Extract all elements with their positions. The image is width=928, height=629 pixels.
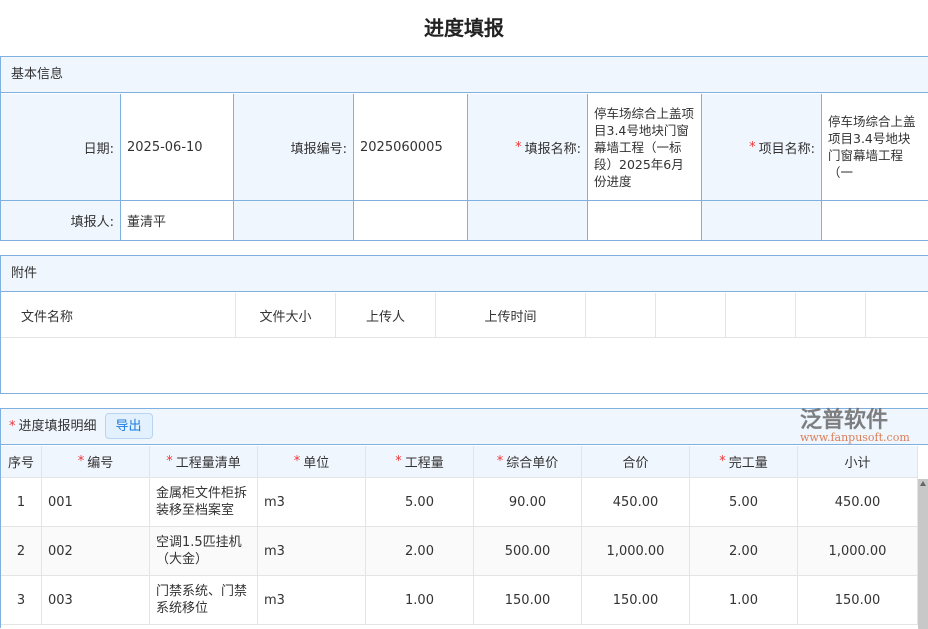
col-empty [726, 293, 796, 338]
cell-total[interactable]: 450.00 [582, 478, 690, 527]
col-header-text: 工程量清单 [175, 456, 241, 471]
project-label-text: 项目名称: [758, 141, 815, 157]
cell-subtotal[interactable]: 150.00 [798, 576, 918, 625]
code-label: 填报编号: [234, 94, 354, 201]
cell-subtotal[interactable]: 450.00 [798, 478, 918, 527]
cell-seq[interactable]: 3 [1, 576, 42, 625]
basic-info-header: 基本信息 [1, 57, 928, 93]
col-empty [656, 293, 726, 338]
name-label: * 填报名称: [468, 94, 588, 201]
col-header-text: 完工量 [728, 456, 768, 471]
col-header-text: 综合单价 [506, 456, 559, 471]
required-mark: * [166, 454, 173, 469]
empty-cell [588, 201, 702, 241]
date-field[interactable]: 2025-06-10 [121, 94, 234, 201]
required-mark: * [496, 454, 504, 469]
detail-section: * 进度填报明细 导出 序号 * 编号 * 工程量清单 * 单位 * 工程量 * 综合单价 合价 * 完工量小… [0, 408, 928, 629]
cell-total[interactable]: 1,000.00 [582, 527, 690, 576]
col-empty [796, 293, 866, 338]
reporter-field[interactable]: 董清平 [121, 201, 234, 241]
export-button[interactable]: 导出 [104, 413, 153, 439]
col-header-subtotal: 小计 [798, 446, 918, 478]
attachment-section: 附件 文件名称 文件大小 上传人 上传时间 [0, 255, 928, 394]
empty-cell [354, 201, 468, 241]
watermark-logo: 泛普软件 www.fanpusoft.com [800, 409, 910, 444]
empty-cell [702, 201, 822, 241]
col-header-code: * 编号 [42, 446, 150, 478]
page-title: 进度填报 [424, 16, 504, 40]
col-header-unit: * 单位 [258, 446, 366, 478]
col-file-size: 文件大小 [236, 293, 336, 338]
col-header-text: 合价 [622, 456, 649, 471]
cell-code[interactable]: 003 [42, 576, 150, 625]
cell-unit[interactable]: m3 [258, 576, 366, 625]
col-uploader: 上传人 [336, 293, 436, 338]
col-header-text: 编号 [87, 456, 114, 471]
col-header-text: 序号 [7, 456, 34, 471]
basic-info-section: 基本信息 日期: 2025-06-10 填报编号: 2025060005 * 填报… [0, 56, 928, 241]
reporter-label: 填报人: [1, 201, 121, 241]
cell-code[interactable]: 002 [42, 527, 150, 576]
cell-price[interactable]: 150.00 [474, 576, 582, 625]
required-mark: * [293, 454, 301, 469]
cell-done[interactable]: 5.00 [690, 478, 798, 527]
code-field[interactable]: 2025060005 [354, 94, 468, 201]
cell-subtotal[interactable]: 1,000.00 [798, 527, 918, 576]
col-header-qty: * 工程量 [366, 446, 474, 478]
required-mark: * [719, 454, 726, 469]
col-header-item: * 工程量清单 [150, 446, 258, 478]
required-mark: * [77, 454, 85, 469]
cell-price[interactable]: 500.00 [474, 527, 582, 576]
empty-cell [234, 201, 354, 241]
scroll-up-icon[interactable] [920, 481, 926, 486]
col-header-text: 工程量 [404, 456, 444, 471]
scrollbar[interactable] [918, 479, 928, 629]
col-file-name: 文件名称 [1, 293, 236, 338]
empty-cell [468, 201, 588, 241]
col-upload-time: 上传时间 [436, 293, 586, 338]
cell-seq[interactable]: 1 [1, 478, 42, 527]
cell-unit[interactable]: m3 [258, 527, 366, 576]
detail-header: * 进度填报明细 导出 [1, 409, 928, 445]
cell-item[interactable]: 金属柜文件柜拆装移至档案室 [150, 478, 258, 527]
detail-title: 进度填报明细 [18, 419, 97, 434]
cell-qty[interactable]: 1.00 [366, 576, 474, 625]
name-field[interactable]: 停车场综合上盖项目3.4号地块门窗幕墙工程（一标段）2025年6月份进度 [588, 94, 702, 201]
cell-code[interactable]: 001 [42, 478, 150, 527]
col-header-price: * 综合单价 [474, 446, 582, 478]
project-label: * 项目名称: [702, 94, 822, 201]
cell-item[interactable]: 空调1.5匹挂机（大金） [150, 527, 258, 576]
cell-qty[interactable]: 5.00 [366, 478, 474, 527]
required-mark: * [395, 454, 402, 469]
col-header-done: * 完工量 [690, 446, 798, 478]
cell-price[interactable]: 90.00 [474, 478, 582, 527]
watermark-text: 泛普软件 [800, 408, 889, 433]
cell-done[interactable]: 1.00 [690, 576, 798, 625]
cell-total[interactable]: 150.00 [582, 576, 690, 625]
col-header-seq: 序号 [1, 446, 42, 478]
col-empty [866, 293, 928, 338]
cell-done[interactable]: 2.00 [690, 527, 798, 576]
name-label-text: 填报名称: [524, 141, 581, 157]
attachment-header: 附件 [1, 256, 928, 292]
col-header-total: 合价 [582, 446, 690, 478]
cell-seq[interactable]: 2 [1, 527, 42, 576]
col-header-text: 小计 [844, 456, 871, 471]
cell-qty[interactable]: 2.00 [366, 527, 474, 576]
watermark-url: www.fanpusoft.com [800, 431, 910, 444]
col-empty [586, 293, 656, 338]
project-field[interactable]: 停车场综合上盖项目3.4号地块门窗幕墙工程（一 [822, 94, 928, 201]
empty-cell [822, 201, 928, 241]
cell-unit[interactable]: m3 [258, 478, 366, 527]
date-label: 日期: [1, 94, 121, 201]
cell-item[interactable]: 门禁系统、门禁系统移位 [150, 576, 258, 625]
col-header-text: 单位 [303, 456, 330, 471]
